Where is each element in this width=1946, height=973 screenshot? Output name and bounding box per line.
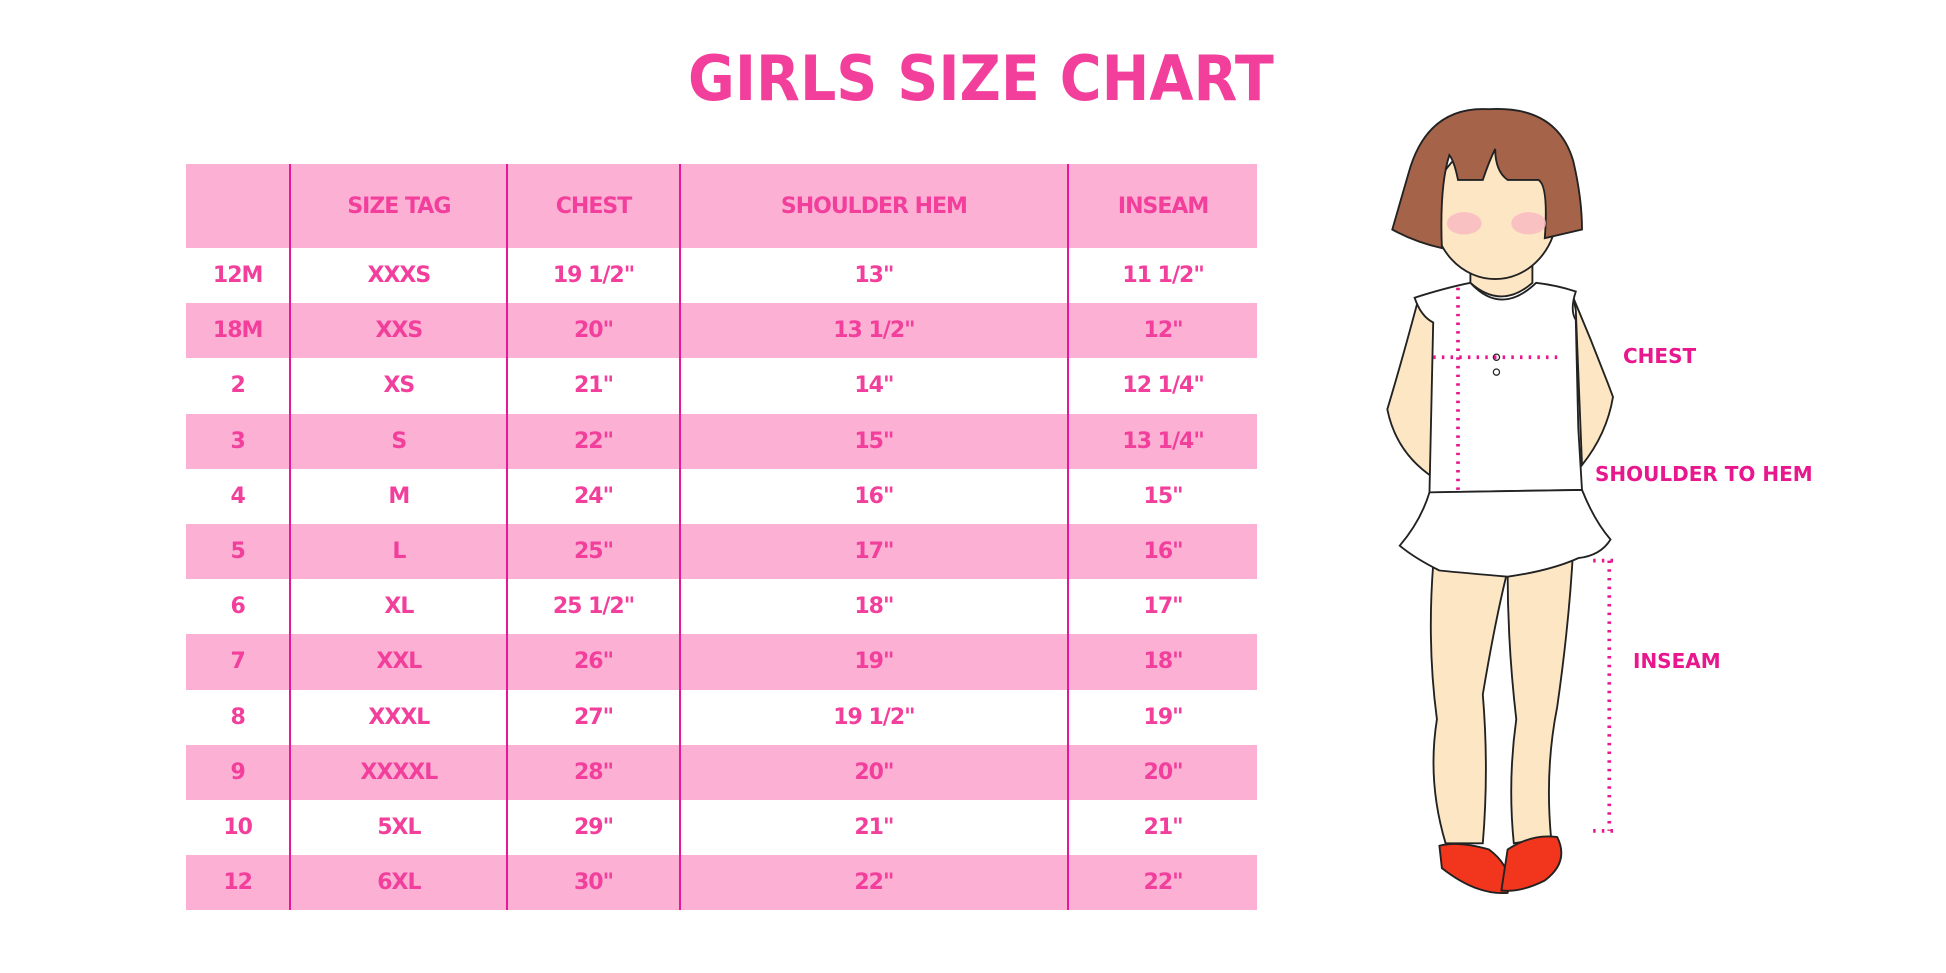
- table-row: 3 S 22" 15" 13 1/4": [186, 413, 1257, 469]
- table-cell: 5XL: [289, 799, 508, 856]
- table-cell: M: [289, 468, 508, 524]
- table-cell: XS: [289, 358, 508, 414]
- table-row: 12 6XL 30" 22" 22": [186, 855, 1257, 911]
- table-cell: 12: [186, 855, 291, 911]
- table-cell: 24": [506, 468, 680, 524]
- table-cell: 21": [678, 799, 1069, 856]
- table-row: 4 M 24" 16" 15": [186, 468, 1257, 524]
- table-cell: 15": [678, 413, 1069, 469]
- shoulder-to-hem-label: SHOULDER TO HEM: [1595, 462, 1813, 486]
- table-cell: 8: [230, 704, 246, 730]
- inseam-label: INSEAM: [1633, 649, 1721, 673]
- table-cell: 25": [506, 523, 680, 580]
- table-cell: 28": [506, 744, 680, 800]
- hair: [1391, 108, 1583, 250]
- table-cell: 20": [1067, 744, 1257, 800]
- table-cell: 13": [678, 248, 1069, 304]
- table-cell: XXS: [289, 303, 508, 359]
- table-cell: 20": [506, 303, 680, 359]
- right-shoe: [1500, 835, 1563, 892]
- table-cell: 17": [678, 523, 1069, 580]
- table-cell: XXXL: [289, 689, 508, 745]
- table-cell: 16": [678, 468, 1069, 524]
- table-cell: 5: [186, 523, 291, 580]
- table-cell: 11 1/2": [1067, 248, 1257, 304]
- skirt: [1398, 488, 1612, 578]
- table-cell: 13 1/4": [1067, 413, 1257, 469]
- column-header: CHEST: [506, 164, 680, 248]
- table-cell: 10: [223, 814, 253, 840]
- table-row: 9 XXXXL 28" 20" 20": [186, 744, 1257, 800]
- table-cell: 12 1/4": [1067, 358, 1257, 414]
- table-row: 18M XXS 20" 13 1/2" 12": [186, 303, 1257, 359]
- table-cell: 2: [230, 373, 246, 399]
- table-cell: 9: [186, 744, 291, 800]
- table-cell: 26": [506, 634, 680, 690]
- table-cell: 19": [678, 634, 1069, 690]
- table-cell: XXXXL: [289, 744, 508, 800]
- table-row: 6 XL 25 1/2" 18" 17": [186, 579, 1257, 635]
- table-cell: 15": [1067, 468, 1257, 524]
- table-cell: 18": [678, 579, 1069, 635]
- table-cell: 25 1/2": [506, 579, 680, 635]
- table-cell: 19 1/2": [506, 248, 680, 304]
- left-arm: [1386, 302, 1441, 480]
- table-cell: 22": [1067, 855, 1257, 911]
- table-row: 7 XXL 26" 19" 18": [186, 634, 1257, 690]
- table-cell: 21": [1067, 799, 1257, 856]
- table-cell: 7: [186, 634, 291, 690]
- table-cell: 19": [1067, 689, 1257, 745]
- left-shoe: [1438, 843, 1510, 895]
- table-cell: 21": [506, 358, 680, 414]
- chest-label: CHEST: [1623, 344, 1697, 368]
- table-row: 8 XXXL 27" 19 1/2" 19": [186, 689, 1257, 745]
- table-cell: XXXS: [289, 248, 508, 304]
- shirt: [1413, 281, 1583, 494]
- right-cheek: [1511, 212, 1547, 235]
- table-cell: L: [289, 523, 508, 580]
- table-row: 12M XXXS 19 1/2" 13" 11 1/2": [186, 248, 1257, 304]
- table-header-row: SIZE TAG CHEST SHOULDER HEM INSEAM: [186, 164, 1257, 248]
- size-chart-table: SIZE TAG CHEST SHOULDER HEM INSEAM 12M XXXS 1…: [186, 164, 1257, 911]
- table-cell: 14": [678, 358, 1069, 414]
- table-cell: 17": [1067, 579, 1257, 635]
- table-cell: 4: [230, 483, 246, 509]
- table-cell: S: [289, 413, 508, 469]
- column-header: SHOULDER HEM: [678, 164, 1069, 248]
- table-cell: 6XL: [289, 855, 508, 911]
- table-cell: 22": [506, 413, 680, 469]
- column-header: SIZE TAG: [289, 164, 508, 248]
- table-cell: 16": [1067, 523, 1257, 580]
- table-cell: XXL: [289, 634, 508, 690]
- table-row: 5 L 25" 17" 16": [186, 523, 1257, 580]
- column-header: [186, 164, 291, 248]
- table-body: 12M XXXS 19 1/2" 13" 11 1/2" 18M XXS 20" 13 1/2"…: [186, 248, 1257, 911]
- column-header: INSEAM: [1067, 164, 1257, 248]
- right-arm: [1572, 297, 1614, 468]
- table-cell: 12M: [212, 263, 264, 289]
- table-row: 10 5XL 29" 21" 21": [186, 799, 1257, 856]
- table-cell: 12": [1067, 303, 1257, 359]
- table-cell: 29": [506, 799, 680, 856]
- table-cell: 3: [186, 413, 291, 469]
- button-icon: [1492, 368, 1501, 376]
- girl-measurement-illustration: [1386, 108, 1620, 895]
- table-cell: 18M: [186, 303, 291, 359]
- table-cell: 13 1/2": [678, 303, 1069, 359]
- table-cell: XL: [289, 579, 508, 635]
- table-cell: 20": [678, 744, 1069, 800]
- page-title: GIRLS SIZE CHART: [688, 42, 1274, 115]
- left-cheek: [1446, 212, 1482, 235]
- right-leg: [1506, 544, 1575, 845]
- table-cell: 27": [506, 689, 680, 745]
- table-cell: 22": [678, 855, 1069, 911]
- table-row: 2 XS 21" 14" 12 1/4": [186, 358, 1257, 414]
- table-cell: 18": [1067, 634, 1257, 690]
- table-cell: 19 1/2": [678, 689, 1069, 745]
- table-cell: 6: [230, 594, 246, 620]
- table-cell: 30": [506, 855, 680, 911]
- left-leg: [1429, 563, 1509, 845]
